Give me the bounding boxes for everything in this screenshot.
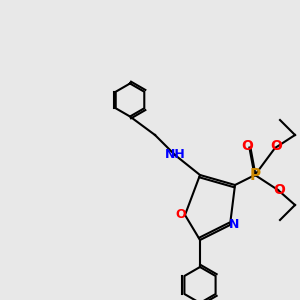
Text: O: O xyxy=(274,183,285,197)
Text: NH: NH xyxy=(165,148,185,161)
Text: N: N xyxy=(229,218,240,232)
Text: O: O xyxy=(241,140,253,154)
Text: O: O xyxy=(271,140,282,154)
Text: O: O xyxy=(175,208,186,221)
Text: P: P xyxy=(249,167,261,182)
